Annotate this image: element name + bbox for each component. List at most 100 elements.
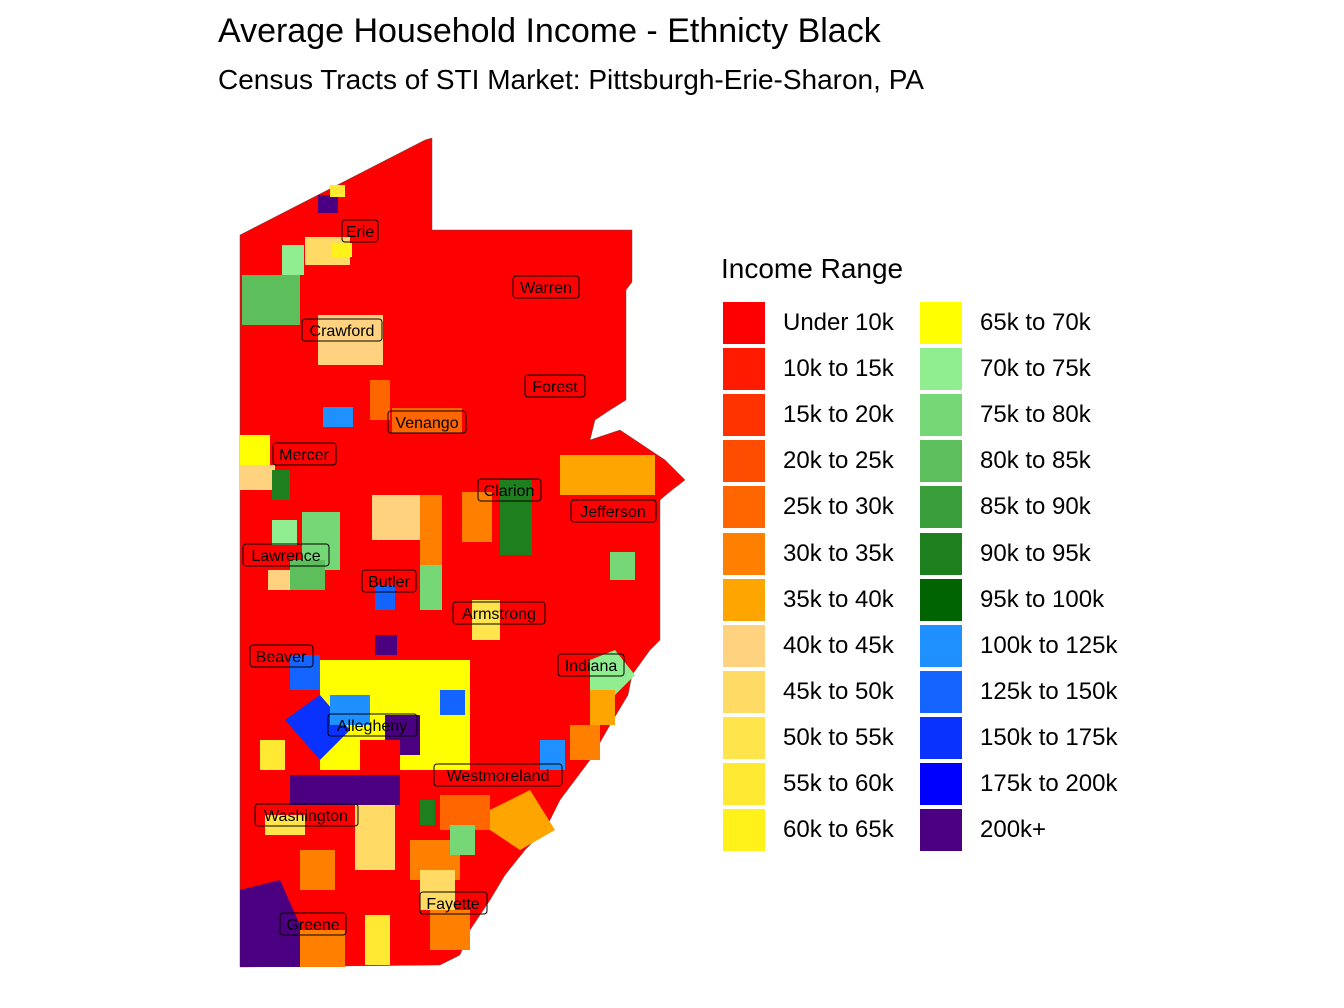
legend-item: 50k to 55k (723, 715, 894, 761)
legend-label: 175k to 200k (980, 769, 1118, 797)
county-label-greene: Greene (279, 912, 347, 936)
tract (240, 880, 305, 967)
tract (355, 805, 395, 870)
tract (590, 690, 615, 725)
tract (242, 275, 300, 325)
legend-label: 125k to 150k (980, 677, 1118, 705)
legend-item: 20k to 25k (723, 438, 894, 484)
legend-swatch (723, 809, 765, 852)
legend-label: 200k+ (980, 816, 1047, 844)
tract (300, 930, 345, 967)
legend-label: 80k to 85k (980, 447, 1091, 475)
svg-text:Fayette: Fayette (426, 896, 479, 913)
legend-swatch (723, 670, 765, 713)
legend-label: 10k to 15k (783, 355, 894, 383)
tract (375, 635, 397, 655)
svg-text:Clarion: Clarion (484, 483, 535, 500)
legend-label: 70k to 75k (980, 355, 1091, 383)
county-label-beaver: Beaver (249, 644, 314, 668)
legend-item: 65k to 70k (920, 300, 1117, 346)
legend-item: 25k to 30k (723, 484, 894, 530)
tract (265, 815, 305, 835)
legend-swatch (920, 809, 962, 852)
legend-swatch (723, 440, 765, 483)
tract (268, 570, 293, 590)
legend-label: Under 10k (783, 309, 894, 337)
svg-text:Erie: Erie (346, 224, 375, 241)
legend-item: 40k to 45k (723, 623, 894, 669)
legend-item: 10k to 15k (723, 346, 894, 392)
legend-title: Income Range (721, 253, 904, 284)
tract (560, 455, 655, 495)
tract (318, 315, 383, 365)
legend-item: 80k to 85k (920, 438, 1117, 484)
legend-item: 95k to 100k (920, 577, 1117, 623)
tract (318, 195, 338, 213)
svg-text:Forest: Forest (532, 379, 578, 396)
legend-item: 150k to 175k (920, 715, 1117, 761)
tract (462, 492, 492, 542)
county-label-erie: Erie (341, 219, 379, 243)
tract (240, 435, 270, 465)
tract (420, 495, 442, 565)
tract (290, 775, 400, 805)
svg-text:Lawrence: Lawrence (251, 548, 320, 565)
tract (375, 585, 395, 610)
legend-label: 45k to 50k (783, 677, 894, 705)
tract (260, 740, 285, 770)
tract (300, 850, 335, 890)
legend-column-2: 65k to 70k 70k to 75k 75k to 80k 80k to … (920, 300, 1117, 853)
legend-swatch (723, 578, 765, 621)
svg-text:Washington: Washington (264, 808, 348, 825)
legend-item: 85k to 90k (920, 484, 1117, 530)
legend-swatch (920, 394, 962, 437)
legend-swatch (920, 716, 962, 759)
tract (500, 480, 532, 555)
legend-swatch (920, 670, 962, 713)
legend-item: 55k to 60k (723, 761, 894, 807)
tract (392, 408, 462, 433)
svg-text:Venango: Venango (395, 415, 458, 432)
legend-label: 60k to 65k (783, 816, 894, 844)
svg-text:Crawford: Crawford (310, 323, 375, 340)
legend-item: 60k to 65k (723, 807, 894, 853)
legend-label: 65k to 70k (980, 309, 1091, 337)
legend-swatch (920, 486, 962, 529)
county-label-fayette: Fayette (419, 891, 488, 915)
legend-swatch (723, 348, 765, 391)
svg-text:Warren: Warren (520, 280, 572, 297)
tract (472, 600, 500, 640)
tract (450, 825, 475, 855)
tract (610, 552, 635, 580)
legend-swatch (723, 302, 765, 345)
svg-text:Butler: Butler (368, 574, 410, 591)
svg-text:Mercer: Mercer (279, 447, 329, 464)
legend-swatch (723, 394, 765, 437)
tract (323, 407, 353, 427)
legend-item: 70k to 75k (920, 346, 1117, 392)
svg-text:Indiana: Indiana (565, 658, 618, 675)
legend-swatch (723, 716, 765, 759)
county-label-allegheny: Allegheny (327, 713, 418, 737)
legend-label: 25k to 30k (783, 493, 894, 521)
tract (272, 470, 290, 500)
tract (440, 690, 465, 715)
county-label-armstrong: Armstrong (452, 601, 546, 625)
legend-label: 50k to 55k (783, 723, 894, 751)
tract (360, 740, 400, 770)
tract (372, 495, 420, 540)
legend-label: 75k to 80k (980, 401, 1091, 429)
tract (240, 465, 275, 490)
legend-swatch (920, 348, 962, 391)
legend-label: 85k to 90k (980, 493, 1091, 521)
svg-text:Westmoreland: Westmoreland (447, 768, 550, 785)
legend-swatch (723, 762, 765, 805)
legend-item: 200k+ (920, 807, 1117, 853)
county-label-washington: Washington (254, 803, 359, 827)
legend-swatch (723, 532, 765, 575)
legend-label: 30k to 35k (783, 539, 894, 567)
legend-swatch (920, 440, 962, 483)
tract (282, 245, 304, 275)
legend-swatch (920, 624, 962, 667)
